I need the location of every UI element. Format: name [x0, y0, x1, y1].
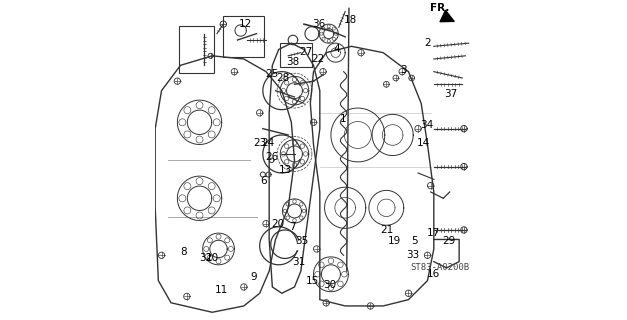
Text: 26: 26	[265, 151, 278, 162]
Text: ST83-A0200B: ST83-A0200B	[410, 263, 469, 272]
Text: 10: 10	[206, 253, 219, 263]
Text: 9: 9	[250, 272, 256, 283]
Text: 3: 3	[401, 65, 407, 75]
Text: 18: 18	[344, 15, 357, 25]
Text: 21: 21	[381, 225, 394, 235]
Text: 1: 1	[340, 114, 347, 124]
Text: 12: 12	[239, 19, 253, 29]
Text: 17: 17	[426, 228, 440, 238]
Text: 4: 4	[334, 44, 340, 54]
Text: FR.: FR.	[430, 4, 450, 13]
Text: 29: 29	[443, 236, 456, 246]
Text: 11: 11	[214, 285, 228, 295]
Text: 2: 2	[424, 38, 431, 48]
Text: 32: 32	[199, 253, 213, 263]
Text: 36: 36	[312, 19, 325, 29]
Text: 23: 23	[253, 138, 266, 148]
Text: 33: 33	[406, 250, 419, 260]
FancyArrowPatch shape	[440, 10, 454, 22]
Text: 19: 19	[388, 236, 401, 246]
Text: 13: 13	[279, 165, 292, 175]
Text: 34: 34	[420, 120, 433, 130]
Text: 24: 24	[261, 138, 275, 148]
Text: 8: 8	[181, 247, 187, 257]
Text: 6: 6	[260, 176, 266, 186]
Text: 14: 14	[417, 138, 430, 148]
Text: 37: 37	[444, 89, 457, 99]
Text: 15: 15	[306, 276, 319, 286]
Text: 7: 7	[290, 222, 296, 232]
Text: 22: 22	[312, 54, 325, 64]
Text: 27: 27	[300, 47, 313, 57]
Text: 31: 31	[292, 257, 305, 267]
Text: 16: 16	[426, 269, 440, 279]
Text: 38: 38	[286, 57, 299, 67]
Text: 5: 5	[411, 236, 418, 246]
Text: 25: 25	[266, 69, 279, 79]
Text: 30: 30	[323, 280, 336, 290]
Text: 20: 20	[271, 219, 284, 228]
Text: 28: 28	[277, 73, 290, 83]
Text: 35: 35	[295, 236, 308, 246]
